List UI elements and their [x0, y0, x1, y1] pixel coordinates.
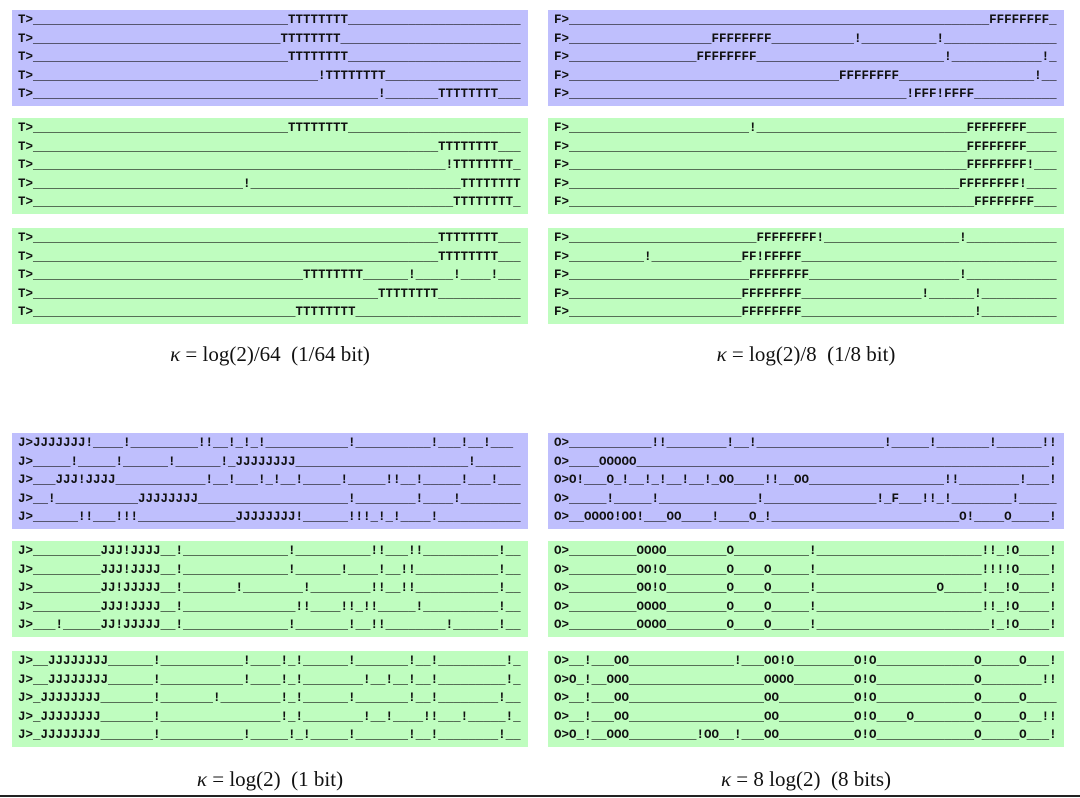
- kappa-symbol: κ: [196, 767, 207, 791]
- sample-line: T>____________________________________TT…: [18, 268, 521, 283]
- sample-line: F>______________________________________…: [554, 13, 1057, 27]
- sample-line: T>___________________________________TTT…: [18, 305, 521, 320]
- sample-line: F>______________________________________…: [554, 195, 1057, 210]
- sample-line: T>______________________________________…: [18, 139, 521, 154]
- panel-caption: κ = log(2) (1 bit): [12, 767, 528, 792]
- sample-line: F>___________________FFFFFFFF___________…: [554, 31, 1057, 46]
- sample-line: J>______!!___!!!_____________JJJJJJJJ!__…: [18, 510, 521, 525]
- sample-line: O>_________OO!O________O____O_____!_____…: [554, 562, 1057, 577]
- panel-caption: κ = 8 log(2) (8 bits): [548, 767, 1064, 792]
- sample-line: T>______________________________________…: [18, 68, 521, 83]
- caption-text: = 8 log(2) (8 bits): [731, 767, 892, 791]
- sample-line: O>O_!__OOO__________________OOOO________…: [554, 672, 1057, 687]
- sample-line: T>_________________________________TTTTT…: [18, 31, 521, 46]
- sample-line: T>______________________________________…: [18, 231, 521, 245]
- sample-line: F>_______________________FFFFFFFF_______…: [554, 286, 1057, 301]
- sample-line: T>______________________________________…: [18, 195, 521, 210]
- sample-line: T>__________________________________TTTT…: [18, 121, 521, 135]
- sample-line: J>_JJJJJJJJ_______!_______!________!_!__…: [18, 691, 521, 706]
- sample-line: T>______________________________________…: [18, 286, 521, 301]
- sample-line: F>____________________________________FF…: [554, 68, 1057, 83]
- sample-line: O>_________OO!O________O____O_____!_____…: [554, 581, 1057, 596]
- sample-line: F>______________________________________…: [554, 87, 1057, 102]
- sample-block-blue: F>______________________________________…: [548, 10, 1064, 106]
- sample-line: J>_____!_____!______!______!_JJJJJJJJ___…: [18, 454, 521, 469]
- sample-line: F>_________________________FFFFFFFF!____…: [554, 231, 1057, 245]
- sample-line: F>______________________________________…: [554, 139, 1057, 154]
- sample-line: T>______________________________________…: [18, 87, 521, 102]
- sample-line: O>_________OOOO________O__________!_____…: [554, 544, 1057, 558]
- sample-block-blue: T>__________________________________TTTT…: [12, 10, 528, 106]
- sample-line: J>_________JJJ!JJJJ__!_______________!!_…: [18, 599, 521, 614]
- kappa-symbol: κ: [720, 767, 732, 791]
- sample-line: F>______________________________________…: [554, 158, 1057, 173]
- caption-text: = log(2)/64 (1/64 bit): [180, 342, 370, 366]
- sample-line: O>O!___O_!__!_!__!__!_OO____!!__OO______…: [554, 473, 1057, 488]
- sample-line: F>______________________________________…: [554, 176, 1057, 191]
- caption-text: = log(2) (1 bit): [207, 767, 344, 791]
- sample-line: O>__!___OO__________________OO__________…: [554, 709, 1057, 724]
- sample-line: T>______________________________________…: [18, 158, 521, 173]
- sample-line: O>__!___OO__________________OO__________…: [554, 691, 1057, 706]
- panel-caption: κ = log(2)/64 (1/64 bit): [12, 342, 528, 367]
- sample-line: J>_JJJJJJJJ_______!________________!_!__…: [18, 709, 521, 724]
- sample-line: F>________________________FFFFFFFF______…: [554, 268, 1057, 283]
- sample-block-green: T>__________________________________TTTT…: [12, 118, 528, 214]
- sample-line: O>___________!!________!__!_____________…: [554, 436, 1057, 450]
- sample-line: J>JJJJJJJ!____!_________!!__!_!_!_______…: [18, 436, 514, 450]
- sample-line: T>______________________________________…: [18, 249, 521, 264]
- sample-line: F>________________________!_____________…: [554, 121, 1057, 135]
- sample-block-green: T>______________________________________…: [12, 228, 528, 324]
- sample-block-blue: J>JJJJJJJ!____!_________!!__!_!_!_______…: [12, 433, 528, 529]
- sample-line: O>_________OOOO________O____O_____!_____…: [554, 599, 1057, 614]
- sample-line: J>__JJJJJJJJ______!___________!____!_!__…: [18, 654, 521, 668]
- sample-line: J>_JJJJJJJJ_______!___________!_____!_!_…: [18, 728, 521, 743]
- sample-line: O>_____!_____!_____________!____________…: [554, 491, 1057, 506]
- kappa-symbol: κ: [716, 342, 727, 366]
- sample-block-green: J>__JJJJJJJJ______!___________!____!_!__…: [12, 651, 528, 747]
- sample-block-green: F>_________________________FFFFFFFF!____…: [548, 228, 1064, 324]
- sample-line: J>___!_____JJ!JJJJJ__!______________!___…: [18, 618, 521, 633]
- sample-block-green: F>________________________!_____________…: [548, 118, 1064, 214]
- sample-line: O>_________OOOO________O____O_____!_____…: [554, 618, 1057, 633]
- sample-block-green: J>_________JJJ!JJJJ__!______________!___…: [12, 541, 528, 637]
- sample-line: F>__________!____________FF!FFFFF_______…: [554, 249, 1057, 264]
- panel-caption: κ = log(2)/8 (1/8 bit): [548, 342, 1064, 367]
- sample-line: J>_________JJ!JJJJJ__!_______!________!_…: [18, 581, 521, 596]
- sample-line: J>_________JJJ!JJJJ__!______________!___…: [18, 544, 521, 558]
- sample-line: O>__OOOO!OO!___OO____!____O_!___________…: [554, 510, 1057, 525]
- sample-line: T>____________________________!_________…: [18, 176, 521, 191]
- sample-line: T>__________________________________TTTT…: [18, 50, 521, 65]
- sample-line: J>___JJJ!JJJJ____________!__!___!_!__!__…: [18, 473, 521, 488]
- sample-line: F>_________________FFFFFFFF_____________…: [554, 50, 1057, 65]
- sample-line: T>__________________________________TTTT…: [18, 13, 521, 27]
- caption-text: = log(2)/8 (1/8 bit): [726, 342, 896, 366]
- sample-block-blue: O>___________!!________!__!_____________…: [548, 433, 1064, 529]
- sample-block-green: O>__!___OO______________!___OO!O________…: [548, 651, 1064, 747]
- sample-block-green: O>_________OOOO________O__________!_____…: [548, 541, 1064, 637]
- sample-line: J>_________JJJ!JJJJ__!______________!___…: [18, 562, 521, 577]
- sample-line: J>__JJJJJJJJ______!___________!____!_!__…: [18, 672, 521, 687]
- sample-line: O>____OOOOO_____________________________…: [554, 454, 1057, 469]
- sample-line: J>__!___________JJJJJJJJ________________…: [18, 491, 521, 506]
- bottom-rule: [0, 795, 1080, 797]
- sample-line: O>O_!__OOO_________!OO__!___OO__________…: [554, 728, 1057, 743]
- sample-line: F>_______________________FFFFFFFF_______…: [554, 305, 1057, 320]
- sample-line: O>__!___OO______________!___OO!O________…: [554, 654, 1057, 668]
- kappa-symbol: κ: [170, 342, 181, 366]
